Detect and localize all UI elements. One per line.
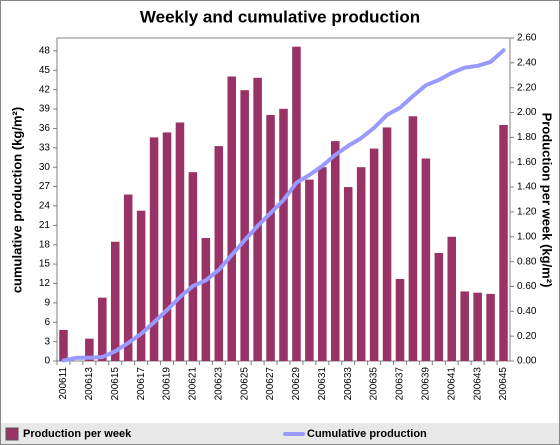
bar	[369, 148, 379, 361]
y2-tick-label: 1.00	[517, 231, 537, 242]
bar	[240, 90, 249, 361]
bar	[136, 210, 146, 361]
bar	[305, 179, 314, 361]
bar	[123, 194, 133, 361]
y2-tick-label: 0.80	[517, 256, 537, 267]
bar	[110, 241, 120, 361]
y-tick-label: 3	[44, 336, 50, 347]
legend-label: Production per week	[23, 428, 132, 440]
y2-tick-label: 1.40	[517, 182, 537, 193]
bar	[356, 167, 366, 361]
x-tick-label: 200623	[213, 367, 224, 401]
x-tick-label: 200631	[317, 367, 328, 401]
y2-tick-label: 1.80	[517, 132, 537, 143]
y2-tick-label: 2.40	[517, 57, 537, 68]
bar	[98, 297, 107, 361]
y-tick-label: 18	[39, 239, 51, 250]
x-tick-label: 200617	[136, 367, 147, 401]
y-tick-label: 36	[39, 123, 51, 134]
y2-tick-label: 0.40	[517, 306, 537, 317]
y-tick-label: 30	[39, 162, 51, 173]
y2-tick-label: 1.20	[517, 207, 537, 218]
legend-swatch	[5, 427, 19, 441]
x-tick-label: 200621	[188, 367, 199, 401]
x-tick-label: 200625	[239, 367, 250, 401]
legend-background	[1, 423, 559, 444]
x-tick-label: 200639	[421, 367, 432, 401]
line	[61, 48, 506, 363]
bar	[201, 238, 211, 361]
bar	[395, 279, 405, 361]
y2-tick-label: 2.60	[517, 33, 537, 44]
bar	[331, 141, 340, 361]
y2-tick-label: 0.60	[517, 281, 537, 292]
y-tick-label: 12	[39, 278, 51, 289]
x-tick-label: 200645	[498, 367, 509, 401]
bar	[408, 116, 418, 361]
y-tick-label: 9	[44, 298, 50, 309]
bar	[175, 122, 185, 361]
bar	[447, 236, 457, 361]
y-tick-label: 6	[44, 317, 50, 328]
bar	[59, 329, 68, 361]
x-tick-label: 200641	[446, 367, 457, 401]
bar	[162, 132, 172, 361]
bar	[499, 124, 508, 361]
bar	[460, 291, 469, 361]
y-tick-label: 39	[39, 104, 51, 115]
chart-title: Weekly and cumulative production	[140, 7, 420, 26]
y-tick-label: 48	[39, 46, 51, 57]
y2-tick-label: 0.00	[517, 356, 537, 367]
y-tick-label: 42	[39, 84, 51, 95]
y2-tick-label: 2.20	[517, 82, 537, 93]
bar	[318, 167, 327, 361]
bar	[227, 76, 236, 361]
y-axis-title: cumulative production (kg/m²)	[9, 107, 24, 293]
y-tick-label: 33	[39, 142, 51, 153]
x-tick-label: 200637	[395, 367, 406, 401]
bar	[292, 46, 301, 361]
y-tick-label: 0	[44, 356, 50, 367]
x-tick-label: 200613	[84, 367, 95, 401]
x-tick-label: 200643	[472, 367, 483, 401]
x-tick-label: 200633	[343, 367, 354, 401]
bar	[188, 172, 198, 361]
bar	[279, 108, 288, 361]
x-tick-label: 200627	[265, 367, 276, 401]
legend-label: Cumulative production	[307, 428, 427, 440]
bar	[149, 137, 159, 361]
bar	[473, 292, 482, 361]
bar	[85, 338, 94, 361]
y-tick-label: 24	[39, 201, 51, 212]
y2-tick-label: 2.00	[517, 107, 537, 118]
x-tick-label: 200619	[162, 367, 173, 401]
y2-axis-title: Production per week (kg/m²)	[540, 113, 555, 288]
bar	[343, 187, 353, 361]
x-tick-label: 200635	[369, 367, 380, 401]
bar	[266, 115, 275, 362]
x-tick-label: 200615	[110, 367, 121, 401]
y-tick-label: 21	[39, 220, 51, 231]
bar	[382, 127, 392, 361]
y-tick-label: 45	[39, 65, 51, 76]
x-tick-label: 200629	[291, 367, 302, 401]
y-tick-label: 15	[39, 259, 51, 270]
x-tick-label: 200611	[58, 367, 69, 400]
y-tick-label: 27	[39, 181, 51, 192]
bar	[434, 252, 444, 361]
bar	[486, 293, 495, 361]
bar	[421, 158, 431, 361]
bar	[214, 146, 224, 361]
y2-tick-label: 0.20	[517, 331, 537, 342]
bar	[253, 77, 262, 361]
y2-tick-label: 1.60	[517, 157, 537, 168]
